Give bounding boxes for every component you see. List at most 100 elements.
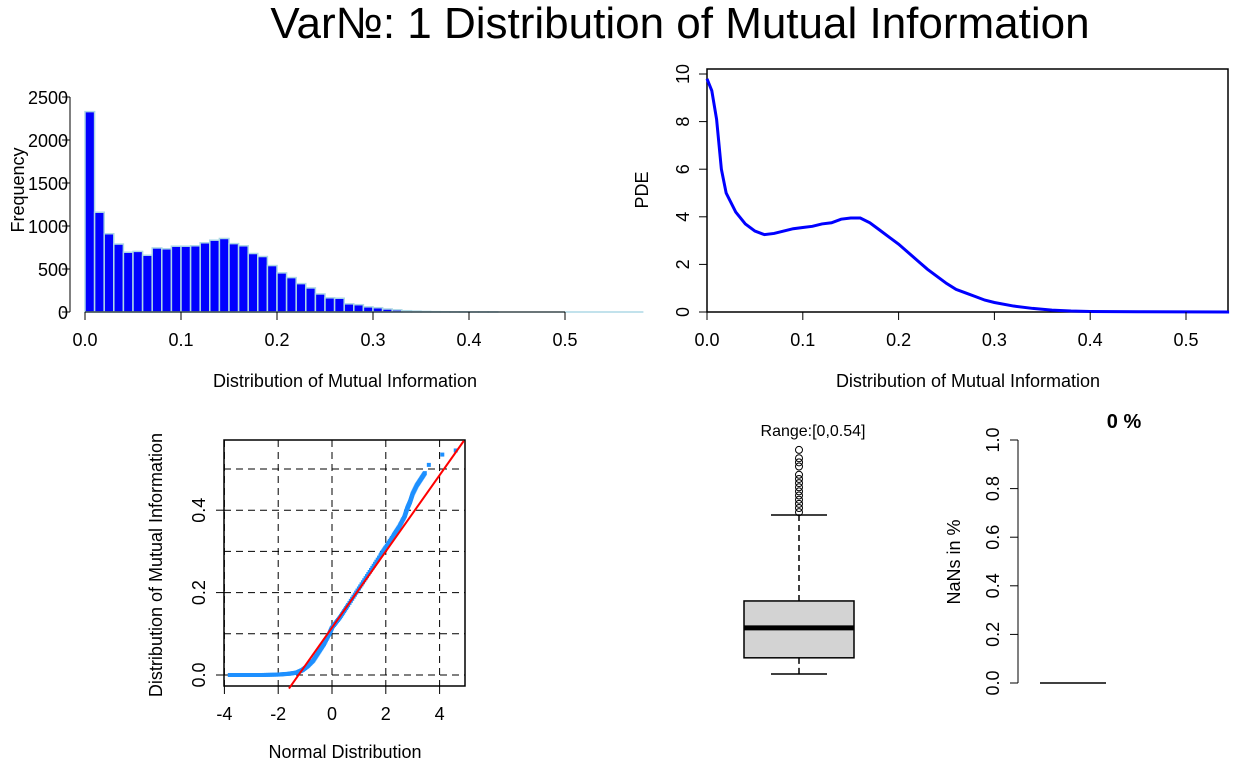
nans-y-tick-label: 1.0 bbox=[983, 427, 1003, 452]
pde-line bbox=[705, 78, 1230, 314]
histogram-bar bbox=[218, 237, 230, 313]
histogram-y-tick-label: 2500 bbox=[28, 88, 68, 108]
histogram-bar bbox=[362, 306, 374, 313]
histogram-x-tick-label: 0.2 bbox=[264, 330, 289, 350]
qq-point bbox=[237, 673, 242, 677]
pde-y-tick-label: 2 bbox=[673, 259, 693, 269]
boxplot-outlier bbox=[795, 458, 803, 467]
histogram-y-tick-label: 1000 bbox=[28, 217, 68, 237]
histogram-bar bbox=[151, 247, 163, 313]
histogram-bar bbox=[132, 250, 144, 313]
pde-y-tick-label: 4 bbox=[673, 212, 693, 222]
histogram-bar bbox=[266, 264, 278, 313]
nans-y-tick-label: 0.0 bbox=[983, 670, 1003, 695]
qq-panel: Normal Distribution Distribution of Mutu… bbox=[146, 433, 466, 762]
qq-point bbox=[366, 572, 371, 577]
qq-reference-line bbox=[288, 440, 465, 690]
histogram-xlabel: Distribution of Mutual Information bbox=[213, 371, 477, 391]
boxplot-outlier bbox=[795, 445, 803, 454]
boxplot-outlier bbox=[795, 491, 803, 500]
qq-point bbox=[251, 673, 256, 677]
histogram-x-tick-label: 0.4 bbox=[456, 330, 481, 350]
histogram-bar bbox=[333, 297, 345, 313]
pde-plot-frame bbox=[706, 68, 1229, 313]
qq-y-tick-label: 0.0 bbox=[189, 662, 209, 687]
histogram-bar bbox=[141, 254, 153, 313]
histogram-bar bbox=[84, 110, 96, 313]
figure-title: Var№: 1 Distribution of Mutual Informati… bbox=[270, 0, 1089, 48]
pde-x-tick-label: 0.0 bbox=[694, 330, 719, 350]
histogram-x-tick-label: 0.3 bbox=[360, 330, 385, 350]
qq-point bbox=[258, 673, 263, 677]
qq-point bbox=[270, 672, 275, 677]
histogram-bar bbox=[285, 276, 297, 313]
boxplot-outlier bbox=[795, 495, 803, 504]
boxplot-outlier bbox=[795, 499, 803, 508]
nans-y-tick-label: 0.2 bbox=[983, 622, 1003, 647]
qq-point bbox=[426, 462, 431, 467]
pde-x-tick-label: 0.4 bbox=[1078, 330, 1103, 350]
histogram-y-tick-label: 1500 bbox=[28, 174, 68, 194]
boxplot-outlier bbox=[795, 479, 803, 488]
qq-point bbox=[235, 673, 240, 677]
qq-point bbox=[374, 559, 379, 564]
qq-point bbox=[367, 570, 372, 574]
histogram-y-tick-label: 0 bbox=[58, 303, 68, 323]
pde-x-tick-label: 0.5 bbox=[1173, 330, 1198, 350]
histogram-bar bbox=[209, 239, 221, 313]
qq-x-tick-label: 0 bbox=[327, 704, 337, 724]
qq-point bbox=[422, 471, 427, 476]
boxplot-outlier bbox=[795, 504, 803, 512]
pde-y-tick-label: 6 bbox=[673, 164, 693, 174]
boxplot-title: Range:[0,0.54] bbox=[761, 423, 866, 440]
histogram-bar bbox=[170, 245, 182, 313]
qq-point bbox=[440, 452, 445, 457]
qq-point bbox=[229, 673, 234, 677]
qq-x-tick-label: 2 bbox=[381, 704, 391, 724]
qq-point bbox=[272, 672, 277, 677]
boxplot-outlier bbox=[795, 470, 803, 479]
boxplot-outlier bbox=[795, 474, 803, 483]
histogram-bar bbox=[276, 272, 288, 313]
histogram-bar bbox=[324, 297, 336, 313]
histogram-bar bbox=[103, 232, 115, 313]
nans-ylabel: NaNs in % bbox=[944, 519, 964, 604]
boxplot-panel: Range:[0,0.54] bbox=[743, 423, 866, 675]
histogram-bar bbox=[199, 242, 211, 313]
qq-point bbox=[266, 672, 271, 677]
histogram-bar bbox=[247, 252, 259, 313]
histogram-bar bbox=[180, 245, 192, 313]
pde-panel: Distribution of Mutual Information PDE 0… bbox=[632, 64, 1230, 391]
qq-x-tick-label: -4 bbox=[216, 704, 232, 724]
qq-point bbox=[369, 567, 374, 572]
histogram-x-tick-label: 0.5 bbox=[552, 330, 577, 350]
qq-point bbox=[243, 673, 248, 677]
qq-point bbox=[239, 673, 244, 677]
qq-point bbox=[231, 673, 236, 677]
qq-point bbox=[249, 673, 254, 677]
qq-x-tick-label: -2 bbox=[270, 704, 286, 724]
qq-point bbox=[268, 672, 273, 677]
histogram-ylabel: Frequency bbox=[8, 147, 28, 232]
boxplot-outlier bbox=[795, 454, 803, 463]
boxplot-outlier bbox=[795, 487, 803, 496]
histogram-bar bbox=[257, 255, 269, 313]
qq-point bbox=[363, 576, 368, 581]
nans-y-tick-label: 0.4 bbox=[983, 573, 1003, 598]
qq-xlabel: Normal Distribution bbox=[268, 742, 421, 762]
qq-point bbox=[247, 673, 252, 677]
histogram-x-tick-label: 0.0 bbox=[72, 330, 97, 350]
histogram-bar bbox=[295, 282, 307, 313]
qq-y-tick-label: 0.2 bbox=[189, 580, 209, 605]
pde-xlabel: Distribution of Mutual Information bbox=[836, 371, 1100, 391]
qq-point bbox=[370, 565, 375, 570]
histogram-bar bbox=[343, 303, 355, 313]
histogram-panel: Distribution of Mutual Information Frequ… bbox=[8, 88, 644, 391]
qq-point bbox=[373, 561, 378, 566]
qq-point bbox=[364, 574, 369, 579]
histogram-bar bbox=[237, 245, 249, 313]
qq-point bbox=[227, 673, 232, 677]
qq-x-tick-label: 4 bbox=[435, 704, 445, 724]
qq-point bbox=[274, 672, 279, 677]
histogram-bar bbox=[305, 287, 317, 313]
